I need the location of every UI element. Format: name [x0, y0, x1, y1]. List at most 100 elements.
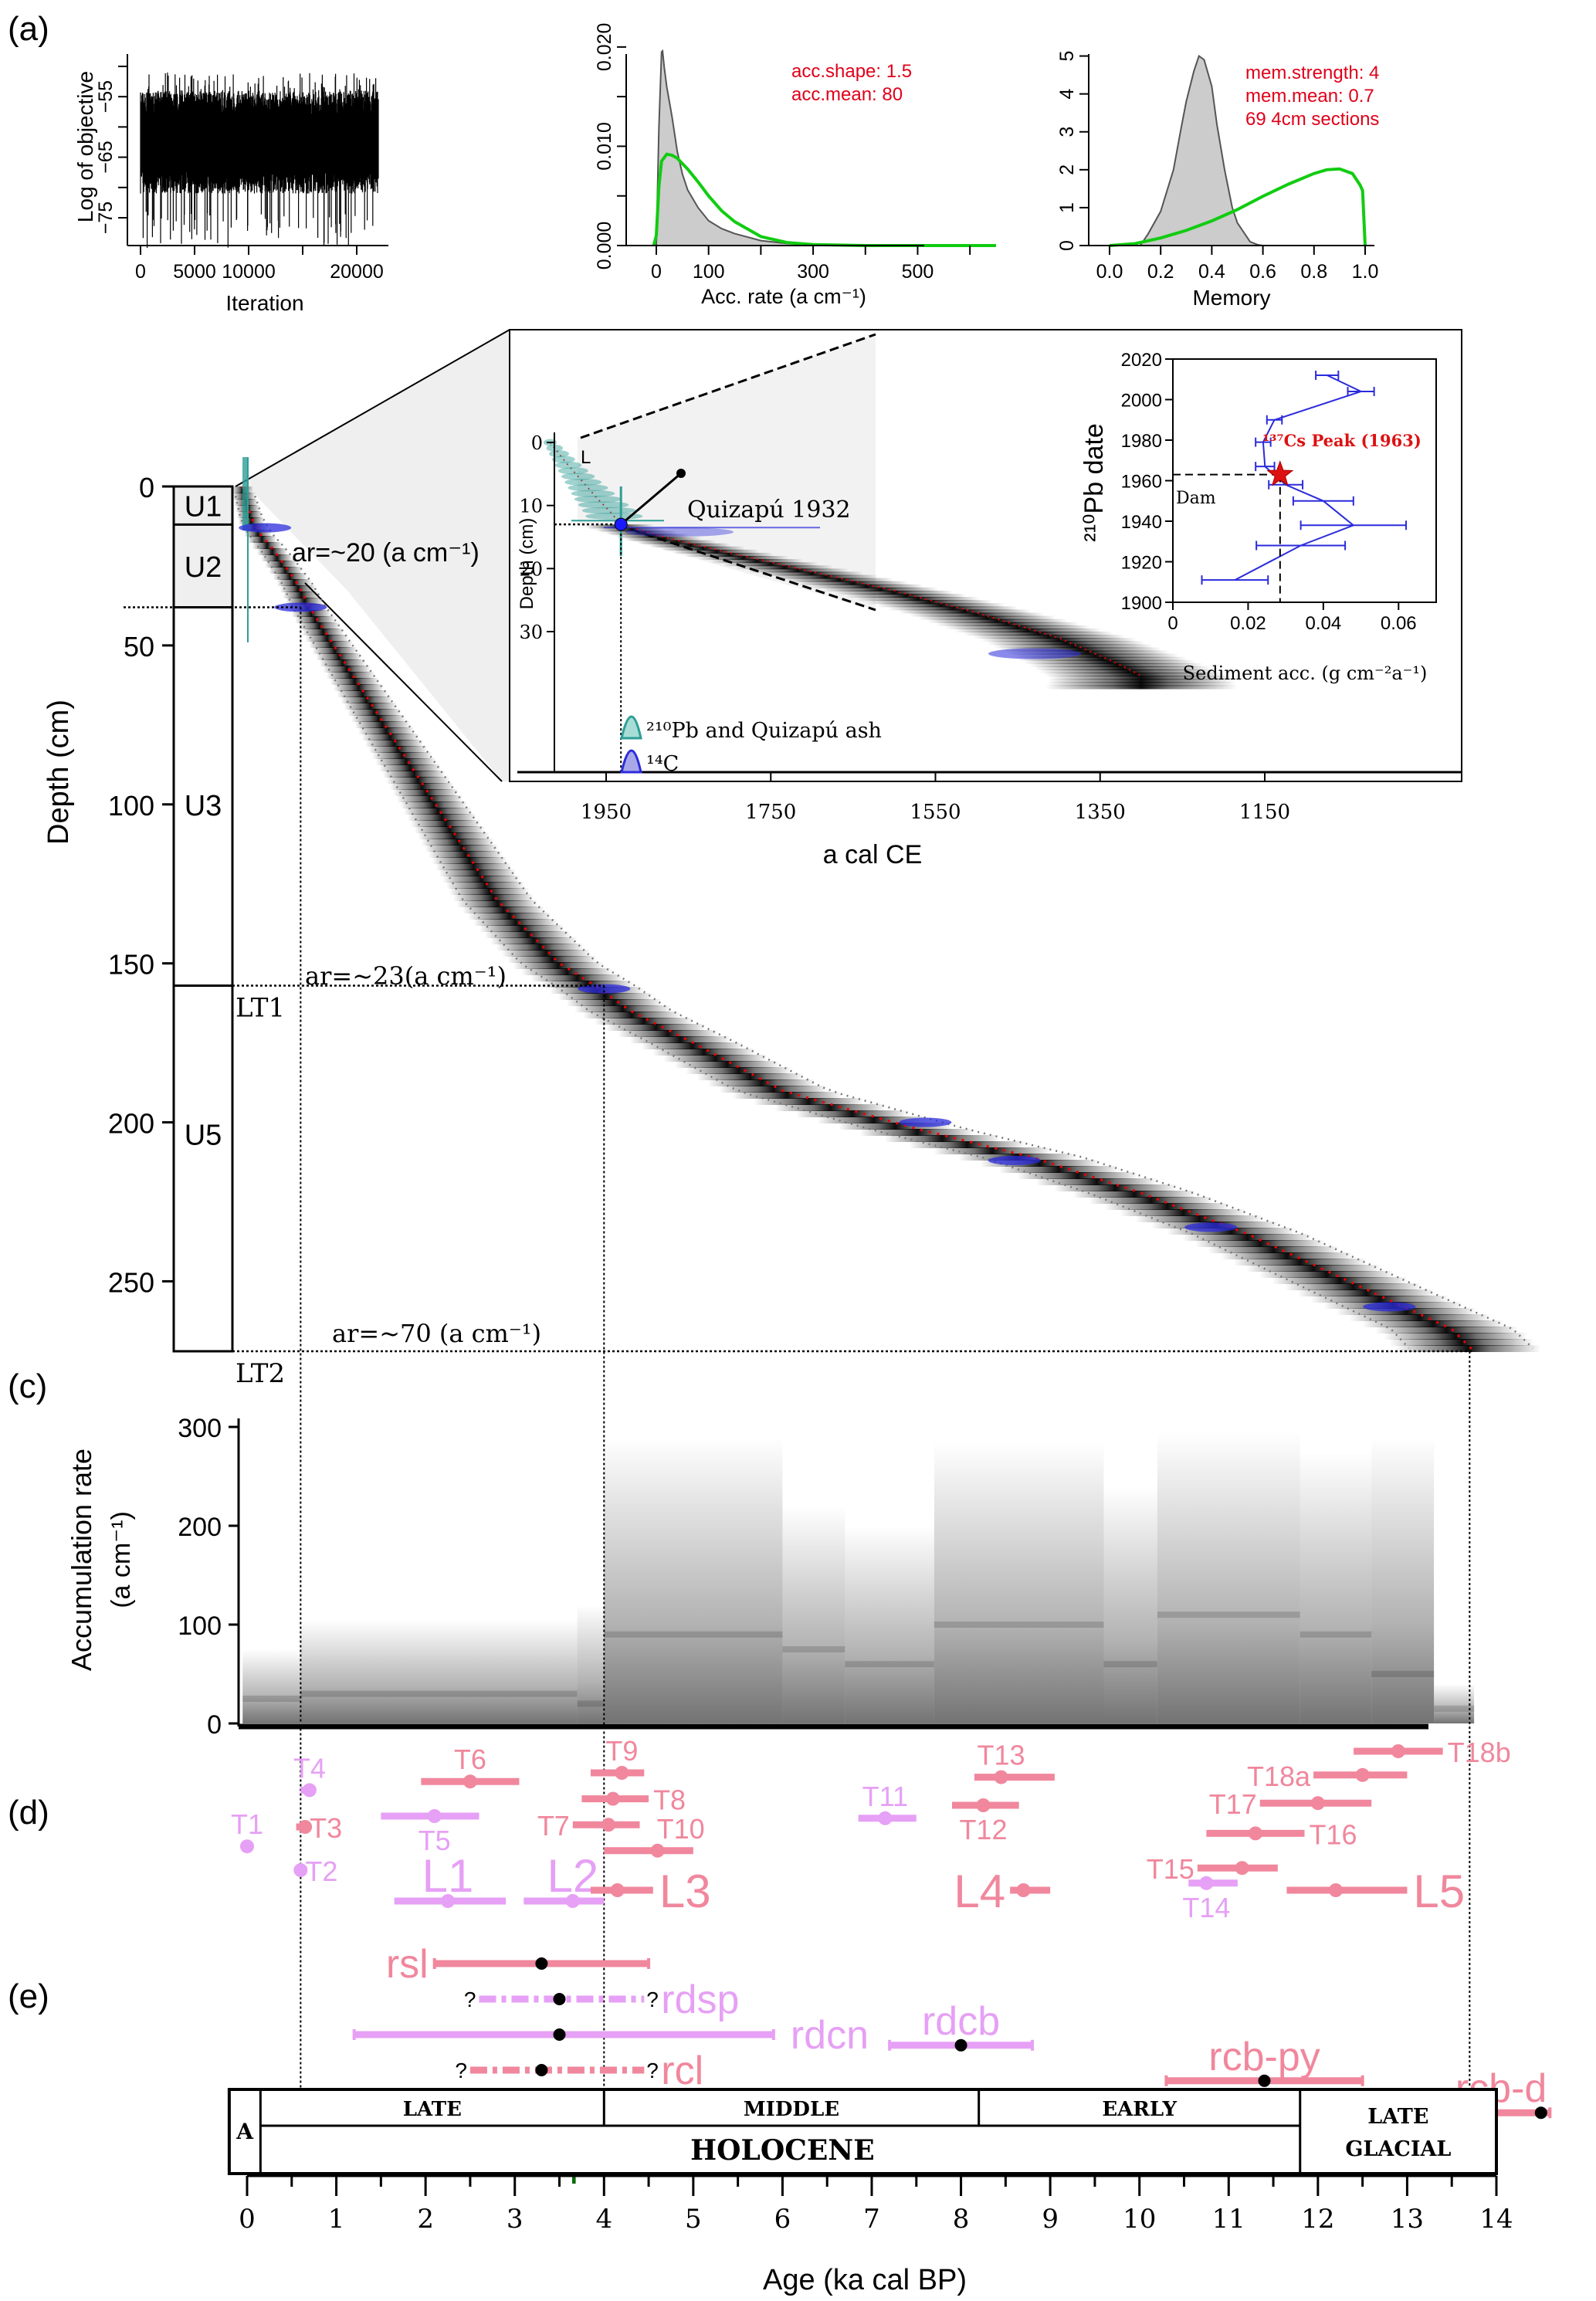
age-model-band: [421, 839, 494, 846]
age-model-band: [389, 783, 455, 790]
strat-anthropocene: A: [236, 2119, 254, 2144]
tephra-point: [298, 1820, 313, 1834]
age-model-band: [354, 721, 411, 728]
y-tick-label: 1: [1056, 202, 1078, 213]
tephra-point: [293, 1863, 308, 1877]
age-model-band: [774, 1104, 886, 1111]
lake-L1: L1: [394, 1850, 507, 1908]
age-model-band: [998, 1166, 1119, 1173]
age-tick-label: 9: [1042, 2204, 1059, 2235]
y-tick-label: −65: [95, 141, 117, 173]
inset-band: [1049, 676, 1234, 680]
inset-b-xlabel: a cal CE: [823, 840, 923, 869]
age-model-band: [796, 1110, 908, 1117]
y-tick-label: 200: [178, 1513, 222, 1542]
inset-b-legend: ²¹⁰Pb and Quizapú ash ¹⁴C: [620, 715, 882, 776]
inset-b: 0 10 20 30 1950 1750 1550 1350 1150 a cal CE Dep…: [509, 329, 1462, 869]
age-model-band: [540, 981, 634, 988]
record-rsl: rsl: [386, 1942, 651, 1987]
inset-band: [616, 534, 690, 538]
inset-band: [785, 578, 893, 582]
age-model-band: [347, 709, 402, 716]
c14-date: [988, 648, 1081, 659]
inset-l-label: L: [581, 447, 591, 468]
inset-band: [1011, 653, 1179, 658]
tephra-point: [1248, 1826, 1262, 1841]
tephra-point: [615, 1766, 629, 1780]
acc-rate-median: [782, 1646, 845, 1652]
age-tick-label: 14: [1479, 2204, 1513, 2235]
age-model-band: [368, 746, 428, 753]
age-model-band: [719, 1086, 828, 1093]
unit-shading: [174, 486, 232, 608]
c14-date: [1363, 1302, 1416, 1312]
age-model-band: [316, 653, 362, 660]
inset-band: [856, 597, 980, 602]
tephra-T15: T15: [1147, 1853, 1278, 1885]
tephra-label: T9: [605, 1735, 638, 1767]
x-tick-label: 100: [693, 261, 725, 283]
age-model-band: [330, 678, 380, 685]
acc-rate-median: [1157, 1611, 1300, 1618]
age-model-band: [696, 1073, 804, 1080]
acc-rate-density: [1103, 1486, 1157, 1723]
tephra-layer-LT1: LT1: [236, 992, 285, 1023]
inset-band: [945, 625, 1090, 629]
age-model-band: [1336, 1308, 1477, 1315]
tephra-records: T1 T2 T3 T4 T5 T6 T7 T8 T9 T10 T11 T12 T13 T14 T15 T16 T…: [231, 1735, 1511, 1923]
pb210-date: [557, 467, 588, 475]
tephra-point: [1235, 1861, 1249, 1876]
age-model-band: [1362, 1320, 1504, 1327]
tephra-point: [302, 1783, 317, 1798]
pb210-date: [568, 484, 608, 492]
inset-band: [963, 632, 1113, 636]
acc-xlabel: Acc. rate (a cm⁻¹): [701, 285, 866, 308]
age-model-band: [1374, 1327, 1518, 1333]
accumulation-annotation: ar=~70 (a cm⁻¹): [332, 1319, 541, 1348]
inset-band: [661, 546, 745, 551]
age-model-band: [1394, 1345, 1541, 1352]
age-model-band: [357, 727, 415, 734]
tephra-T3: T3: [296, 1812, 342, 1844]
age-model-band: [817, 1117, 930, 1123]
zoom-wedge-top: [235, 329, 510, 487]
age-model-band: [859, 1129, 974, 1136]
age-model-band: [606, 1024, 706, 1031]
tephra-T18b: T18b: [1354, 1737, 1511, 1768]
pb210-date: [581, 507, 636, 514]
tephra-label: T8: [653, 1784, 686, 1816]
age-model-band: [909, 1141, 1025, 1148]
age-model-band: [1389, 1339, 1534, 1346]
acc-rate-density: [577, 1605, 605, 1723]
quizapu-label: Quizapú 1932: [687, 496, 851, 524]
pb210-date: [551, 456, 575, 463]
inset-band: [1048, 679, 1235, 683]
memory-prior-plot: 0.0 0.2 0.4 0.6 0.8 1.0 0 1 2 3 4 5 Memory mem.stre…: [1056, 51, 1379, 310]
x-tick-label: 0.0: [1096, 261, 1123, 283]
age-model-band: [382, 771, 446, 778]
inset-mean-curve: [549, 442, 1142, 677]
record-rdcn: rdcn: [352, 2013, 869, 2058]
age-model-band: [351, 715, 406, 722]
tephra-T10: T10: [604, 1813, 705, 1858]
age-model-band: [557, 993, 653, 1000]
age-model-band: [754, 1098, 864, 1105]
y-tick-label: 1920: [1121, 553, 1162, 574]
record-rdsp: ?? rdsp: [464, 1977, 740, 2022]
age-model-band: [574, 1005, 671, 1012]
y-tick-label: 0: [139, 472, 154, 503]
inset-band: [1005, 650, 1171, 655]
age-model-band: [1167, 1228, 1296, 1235]
y-tick-label: 200: [108, 1108, 154, 1140]
x-tick-label: 500: [902, 261, 934, 283]
y-tick-label: 0.010: [594, 122, 615, 171]
tephra-label: T18a: [1247, 1760, 1311, 1792]
pb-xlabel: Sediment acc. (g cm⁻²a⁻¹): [1183, 663, 1428, 684]
x-tick-label: 1550: [910, 801, 961, 824]
record-label: rdsp: [661, 1977, 739, 2022]
legend-14c-label: ¹⁴C: [646, 752, 679, 776]
acc-rate-density: [604, 1436, 783, 1723]
x-tick-label: 0.02: [1230, 613, 1266, 634]
inset-band: [760, 571, 864, 576]
inset-band: [1039, 669, 1219, 674]
